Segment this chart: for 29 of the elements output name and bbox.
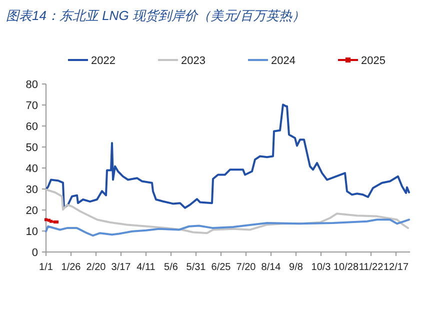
xtick: 1/1: [39, 262, 53, 273]
legend-label: 2023: [181, 55, 206, 67]
xtick: 7/20: [236, 262, 256, 273]
xtick: 8/14: [261, 262, 281, 273]
xtick: 11/22: [358, 262, 384, 273]
xtick: 4/11: [136, 262, 156, 273]
ytick: 40: [26, 163, 38, 175]
ytick: 70: [26, 100, 38, 112]
xtick: 9/8: [289, 262, 303, 273]
ytick: 60: [26, 121, 38, 133]
xtick: 5/31: [186, 262, 206, 273]
xtick: 12/17: [383, 262, 409, 273]
ytick: 50: [26, 142, 38, 154]
xtick: 1/26: [61, 262, 81, 273]
xtick: 10/3: [311, 262, 331, 273]
xtick: 6/25: [211, 262, 231, 273]
ytick: 80: [26, 79, 38, 91]
legend-label: 2022: [91, 55, 116, 67]
xtick: 2/20: [86, 262, 106, 273]
ytick: 30: [26, 184, 38, 196]
xtick: 5/6: [164, 262, 178, 273]
title: 图表14：东北亚 LNG 现货到岸价（美元/百万英热）: [6, 8, 306, 23]
xtick: 10/28: [333, 262, 359, 273]
ytick: 10: [26, 226, 38, 238]
ytick: 0: [32, 247, 38, 259]
legend-label: 2025: [361, 55, 386, 67]
legend-label: 2024: [271, 55, 296, 67]
ytick: 20: [26, 205, 38, 217]
xtick: 3/17: [111, 262, 131, 273]
